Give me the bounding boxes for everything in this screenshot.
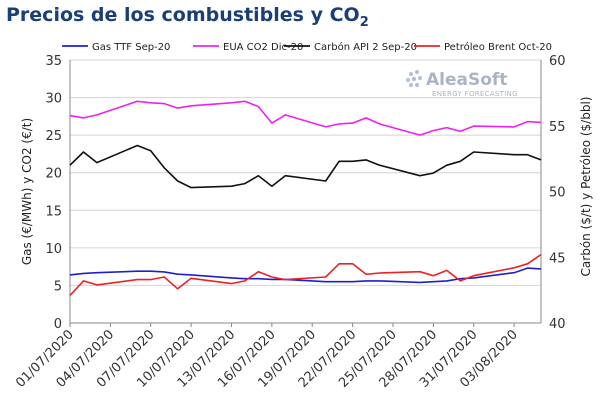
chart-title: Precios de los combustibles y CO2 <box>6 4 369 30</box>
y-right-tick-label: 45 <box>549 251 566 266</box>
y-left-tick-label: 5 <box>54 279 62 294</box>
y-left-tick-label: 35 <box>45 54 62 69</box>
y-left-tick-label: 30 <box>45 92 62 107</box>
y-left-axis-title: Gas (€/MWh) y CO2 (€/t) <box>20 118 34 265</box>
aleasoft-logo-text: AleaSoft <box>426 70 507 90</box>
y-left-tick-label: 10 <box>45 242 62 257</box>
legend-label: EUA CO2 Dic-20 <box>223 42 303 53</box>
y-right-tick-label: 60 <box>549 54 566 69</box>
y-right-tick-label: 40 <box>549 317 566 332</box>
legend-label: Petróleo Brent Oct-20 <box>444 41 552 53</box>
y-right-tick-label: 55 <box>549 120 566 135</box>
aleasoft-logo: AleaSoft ENERGY FORECASTING <box>406 70 518 98</box>
aleasoft-logo-icon <box>406 70 422 87</box>
series-line-carb-n-api-2-sep-20 <box>69 144 542 189</box>
y-left-tick-label: 20 <box>45 167 62 182</box>
y-right-axis-title: Carbón ($/t) y Petróleo ($/bbl) <box>579 97 593 277</box>
series-line-eua-co2-dic-20 <box>69 100 542 136</box>
y-right-tick-label: 50 <box>549 186 566 201</box>
axes: 05101520253035404550556001/07/202004/07/… <box>13 54 593 391</box>
grid <box>70 59 541 324</box>
chart-title-subscript: 2 <box>359 15 369 30</box>
y-left-tick-label: 0 <box>54 317 62 332</box>
legend: Gas TTF Sep-20 EUA CO2 Dic-20 Carbón API 2… <box>62 41 552 53</box>
series-line-petr-leo-brent-oct-20 <box>69 253 542 296</box>
series-lines <box>69 100 542 296</box>
chart-title-main: Precios de los combustibles y CO <box>6 4 360 26</box>
y-left-tick-label: 25 <box>45 129 62 144</box>
aleasoft-logo-tagline: ENERGY FORECASTING <box>432 90 518 98</box>
y-left-tick-label: 15 <box>45 204 62 219</box>
legend-label: Carbón API 2 Sep-20 <box>314 41 417 53</box>
legend-label: Gas TTF Sep-20 <box>92 42 170 53</box>
